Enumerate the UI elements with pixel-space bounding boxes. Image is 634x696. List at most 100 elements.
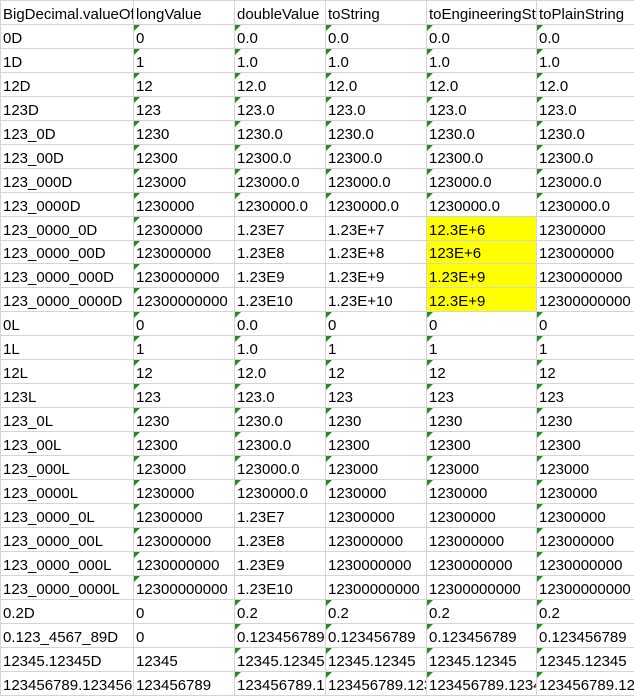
column-header[interactable]: toPlainString bbox=[537, 1, 634, 25]
table-cell[interactable]: 1.0 bbox=[537, 48, 634, 72]
table-cell[interactable]: 1230000000 bbox=[134, 264, 235, 288]
table-cell[interactable]: 0 bbox=[134, 623, 235, 647]
table-cell[interactable]: 12300 bbox=[427, 432, 537, 456]
table-cell[interactable]: 1230000 bbox=[134, 192, 235, 216]
table-cell[interactable]: 123_0000_0000D bbox=[1, 288, 134, 312]
table-cell[interactable]: 123_0000_000D bbox=[1, 264, 134, 288]
table-cell[interactable]: 1 bbox=[134, 48, 235, 72]
table-cell[interactable]: 1.23E9 bbox=[235, 264, 326, 288]
table-cell[interactable]: 1.23E+10 bbox=[326, 288, 427, 312]
table-cell[interactable]: 1L bbox=[1, 336, 134, 360]
table-cell[interactable]: 123000000 bbox=[537, 240, 634, 264]
table-cell[interactable]: 123000000 bbox=[326, 527, 427, 551]
table-cell[interactable]: 1.23E9 bbox=[235, 551, 326, 575]
table-cell[interactable]: 0.123456789 bbox=[427, 623, 537, 647]
table-cell[interactable]: 12 bbox=[134, 360, 235, 384]
table-cell[interactable]: 1.0 bbox=[235, 48, 326, 72]
table-cell[interactable]: 123456789.12345679E8 bbox=[235, 671, 326, 695]
table-cell[interactable]: 123_00L bbox=[1, 432, 134, 456]
table-cell[interactable]: 123000.0 bbox=[427, 168, 537, 192]
table-cell[interactable]: 1.23E8 bbox=[235, 240, 326, 264]
table-cell[interactable]: 123_0D bbox=[1, 120, 134, 144]
table-cell[interactable]: 0 bbox=[134, 599, 235, 623]
table-cell[interactable]: 12.0 bbox=[427, 72, 537, 96]
table-cell[interactable]: 123456789.12345679 bbox=[427, 671, 537, 695]
table-cell[interactable]: 0D bbox=[1, 24, 134, 48]
table-cell[interactable]: 1230000000 bbox=[326, 551, 427, 575]
table-cell[interactable]: 12 bbox=[537, 360, 634, 384]
table-cell[interactable]: 1230.0 bbox=[326, 120, 427, 144]
table-cell[interactable]: 0.2 bbox=[427, 599, 537, 623]
table-cell[interactable]: 0.0 bbox=[537, 24, 634, 48]
table-cell[interactable]: 123000000 bbox=[427, 527, 537, 551]
table-cell[interactable]: 12300000 bbox=[326, 504, 427, 528]
table-cell[interactable]: 123 bbox=[537, 384, 634, 408]
table-cell[interactable]: 12345.12345 bbox=[235, 647, 326, 671]
table-cell[interactable]: 1230 bbox=[326, 408, 427, 432]
table-cell[interactable]: 123.0 bbox=[235, 384, 326, 408]
table-cell[interactable]: 123000 bbox=[326, 456, 427, 480]
table-cell[interactable]: 123456789 bbox=[134, 671, 235, 695]
table-cell[interactable]: 0.0 bbox=[235, 24, 326, 48]
table-cell[interactable]: 123000 bbox=[134, 168, 235, 192]
table-cell[interactable]: 12345.12345 bbox=[326, 647, 427, 671]
table-cell[interactable]: 12 bbox=[326, 360, 427, 384]
table-cell[interactable]: 12300 bbox=[326, 432, 427, 456]
table-cell[interactable]: 1230 bbox=[537, 408, 634, 432]
table-cell[interactable]: 12300 bbox=[537, 432, 634, 456]
table-cell[interactable]: 12300.0 bbox=[537, 144, 634, 168]
table-cell[interactable]: 123_0000_0L bbox=[1, 504, 134, 528]
table-cell[interactable]: 123456789.12345679 bbox=[537, 671, 634, 695]
table-cell[interactable]: 12300000 bbox=[427, 504, 537, 528]
table-cell[interactable]: 12.0 bbox=[326, 72, 427, 96]
table-cell[interactable]: 12.0 bbox=[235, 72, 326, 96]
table-cell[interactable]: 0.123456789 bbox=[235, 623, 326, 647]
table-cell[interactable]: 12300000 bbox=[537, 504, 634, 528]
table-cell[interactable]: 12 bbox=[427, 360, 537, 384]
column-header[interactable]: doubleValue bbox=[235, 1, 326, 25]
table-cell[interactable]: 0.0 bbox=[235, 312, 326, 336]
table-cell[interactable]: 123_0000_000L bbox=[1, 551, 134, 575]
table-cell[interactable]: 1230000.0 bbox=[235, 480, 326, 504]
table-cell[interactable]: 123E+6 bbox=[427, 240, 537, 264]
table-cell[interactable]: 1 bbox=[326, 336, 427, 360]
table-cell[interactable]: 0.123456789 bbox=[537, 623, 634, 647]
table-cell[interactable]: 123456789.12345679 bbox=[326, 671, 427, 695]
table-cell[interactable]: 0 bbox=[326, 312, 427, 336]
table-cell[interactable]: 1230000000 bbox=[537, 264, 634, 288]
table-cell[interactable]: 0 bbox=[537, 312, 634, 336]
table-cell[interactable]: 12D bbox=[1, 72, 134, 96]
table-cell[interactable]: 1230.0 bbox=[537, 120, 634, 144]
table-cell[interactable]: 1 bbox=[537, 336, 634, 360]
table-cell[interactable]: 123456789.123456789D bbox=[1, 671, 134, 695]
table-cell[interactable]: 12300000000 bbox=[134, 288, 235, 312]
table-cell[interactable]: 1230 bbox=[134, 408, 235, 432]
table-cell[interactable]: 1230.0 bbox=[427, 120, 537, 144]
table-cell[interactable]: 12300.0 bbox=[326, 144, 427, 168]
table-cell[interactable]: 1230000000 bbox=[134, 551, 235, 575]
table-cell[interactable]: 123_0L bbox=[1, 408, 134, 432]
table-cell[interactable]: 123000000 bbox=[537, 527, 634, 551]
table-cell[interactable]: 12.0 bbox=[235, 360, 326, 384]
table-cell[interactable]: 123000 bbox=[134, 456, 235, 480]
table-cell[interactable]: 12.0 bbox=[537, 72, 634, 96]
table-cell[interactable]: 1.0 bbox=[326, 48, 427, 72]
table-cell[interactable]: 0.2 bbox=[537, 599, 634, 623]
table-cell[interactable]: 0.123_4567_89D bbox=[1, 623, 134, 647]
table-cell[interactable]: 1230000 bbox=[134, 480, 235, 504]
column-header[interactable]: toString bbox=[326, 1, 427, 25]
table-cell[interactable]: 0 bbox=[427, 312, 537, 336]
table-cell[interactable]: 123000 bbox=[537, 456, 634, 480]
column-header[interactable]: longValue bbox=[134, 1, 235, 25]
table-cell[interactable]: 12300 bbox=[134, 144, 235, 168]
table-cell[interactable]: 123_0000_00D bbox=[1, 240, 134, 264]
table-cell[interactable]: 123000 bbox=[427, 456, 537, 480]
table-cell[interactable]: 123000.0 bbox=[326, 168, 427, 192]
table-cell[interactable]: 123D bbox=[1, 96, 134, 120]
table-cell[interactable]: 12.3E+9 bbox=[427, 288, 537, 312]
table-cell[interactable]: 0L bbox=[1, 312, 134, 336]
table-cell[interactable]: 123000.0 bbox=[235, 168, 326, 192]
table-cell[interactable]: 0.0 bbox=[326, 24, 427, 48]
column-header[interactable]: toEngineeringString bbox=[427, 1, 537, 25]
table-cell[interactable]: 12300000000 bbox=[427, 575, 537, 599]
